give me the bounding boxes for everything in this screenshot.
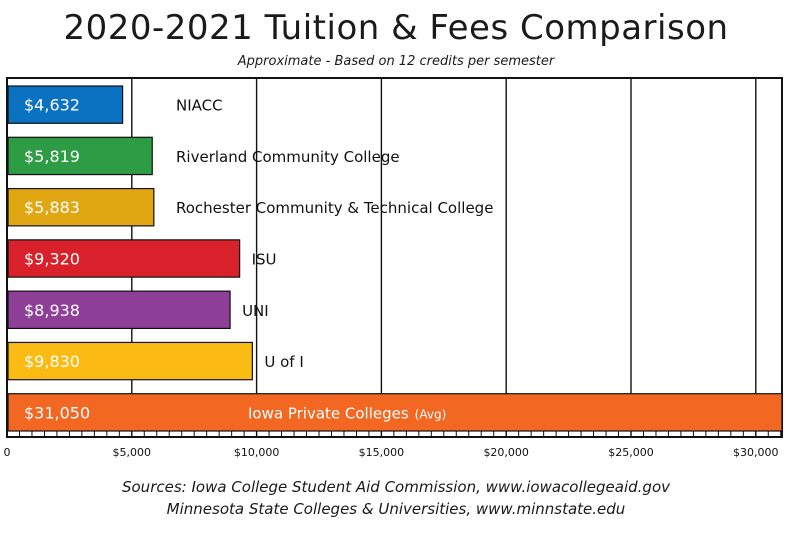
sources: Sources: Iowa College Student Aid Commis… (0, 476, 792, 520)
bar-category-label: Rochester Community & Technical College (176, 199, 493, 217)
bar-value-label: $5,819 (24, 147, 80, 166)
bar-value-label: $5,883 (24, 198, 80, 217)
bar-value-label: $9,320 (24, 250, 80, 269)
bar-category-label: NIACC (176, 97, 223, 115)
bar-value-label: $31,050 (24, 403, 90, 422)
sources-line-2: Minnesota State Colleges & Universities,… (0, 498, 792, 520)
x-tick-label: $5,000 (113, 446, 152, 459)
x-tick-label: $20,000 (483, 446, 529, 459)
x-tick-label: $25,000 (608, 446, 654, 459)
x-tick-label: 0 (4, 446, 11, 459)
sources-line-1: Sources: Iowa College Student Aid Commis… (0, 476, 792, 498)
bar-category-label: Iowa Private Colleges (Avg) (248, 404, 446, 422)
x-tick-label: $30,000 (733, 446, 779, 459)
x-tick-label: $10,000 (234, 446, 280, 459)
bar-category-label: UNI (242, 302, 269, 320)
bar-value-label: $9,830 (24, 352, 80, 371)
bar-value-label: $4,632 (24, 96, 80, 115)
bar-category-label: U of I (264, 353, 303, 371)
bar-category-label: ISU (252, 251, 277, 269)
bar-category-suffix: (Avg) (415, 407, 447, 421)
bar-category-label: Riverland Community College (176, 148, 400, 166)
bar-value-label: $8,938 (24, 301, 80, 320)
x-tick-label: $15,000 (359, 446, 405, 459)
